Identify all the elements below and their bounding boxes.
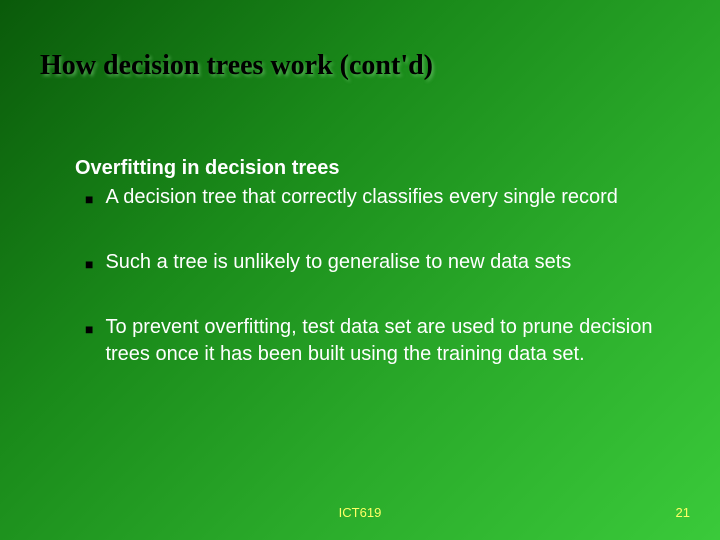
footer-course-code: ICT619 [0, 505, 720, 520]
bullet-item: ■ Such a tree is unlikely to generalise … [75, 249, 660, 276]
bullet-text: To prevent overfitting, test data set ar… [105, 314, 660, 368]
bullet-item: ■ To prevent overfitting, test data set … [75, 314, 660, 368]
subheading: Overfitting in decision trees [75, 155, 660, 182]
spacer [75, 211, 660, 249]
bullet-mark-icon: ■ [85, 190, 93, 209]
bullet-text: Such a tree is unlikely to generalise to… [105, 249, 660, 276]
bullet-mark-icon: ■ [85, 255, 93, 274]
slide: How decision trees work (cont'd) Overfit… [0, 0, 720, 540]
footer-page-number: 21 [676, 505, 690, 520]
slide-title: How decision trees work (cont'd) [40, 50, 680, 82]
slide-body: Overfitting in decision trees ■ A decisi… [75, 155, 660, 368]
bullet-text: A decision tree that correctly classifie… [105, 184, 660, 211]
bullet-mark-icon: ■ [85, 320, 93, 339]
bullet-item: ■ A decision tree that correctly classif… [75, 184, 660, 211]
spacer [75, 276, 660, 314]
